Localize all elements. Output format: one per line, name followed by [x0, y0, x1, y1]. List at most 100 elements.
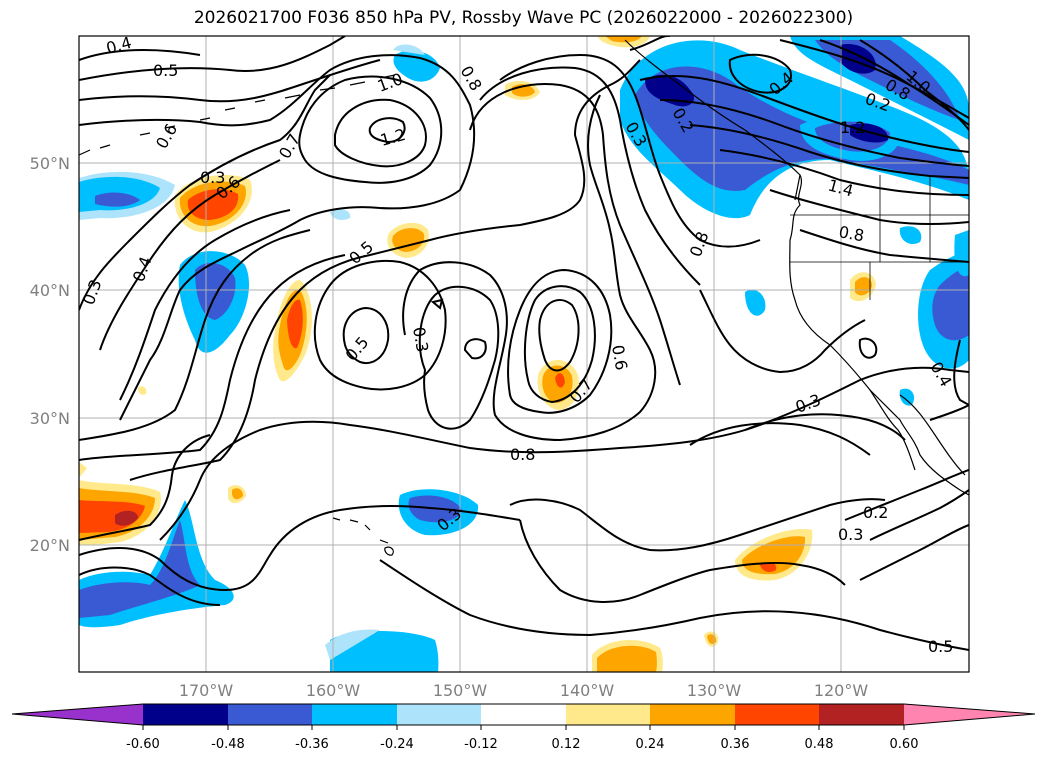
positive-anomaly-region [138, 386, 147, 395]
contour-line [689, 422, 871, 456]
contour-line [79, 434, 211, 541]
negative-anomaly-region [325, 629, 380, 660]
colorbar-tick-label: 0.36 [721, 737, 750, 752]
contour-line [953, 339, 969, 406]
contour-line [418, 285, 500, 430]
negative-anomaly-region [79, 520, 200, 618]
contour-line [313, 259, 447, 391]
kamchatka-tip [79, 144, 111, 156]
colorbar-segment [312, 704, 397, 725]
contour-label: 1.2 [840, 118, 865, 137]
contour-line [509, 498, 886, 552]
contour-line [844, 469, 969, 521]
canada-coast [789, 174, 803, 241]
negative-anomaly-region [790, 36, 969, 140]
contour-line [79, 54, 476, 421]
contour-label: 1.4 [826, 176, 856, 201]
negative-anomaly-region [393, 44, 425, 55]
contour-label: 0.3 [793, 390, 823, 417]
contour-label: 0.8 [837, 222, 865, 245]
positive-anomaly-region [187, 189, 239, 220]
latitude-labels: 50°N 40°N 30°N 20°N [30, 154, 70, 555]
contour-line [79, 59, 381, 103]
lat-label: 30°N [30, 409, 70, 428]
contour-line [430, 298, 444, 310]
lat-label: 50°N [30, 154, 70, 173]
contour-line [859, 524, 969, 581]
contour-line [129, 59, 641, 481]
negative-anomaly-region [645, 74, 695, 107]
contour-label: 0.5 [153, 61, 178, 80]
lon-label: 170°W [179, 681, 234, 700]
contour-line [79, 74, 331, 311]
contour-line [342, 306, 390, 364]
negative-anomaly-region [95, 192, 140, 207]
positive-anomaly-region [855, 277, 872, 296]
colorbar-segment [228, 704, 312, 725]
colorbar-segment [650, 704, 735, 725]
contour-label: 0.5 [345, 237, 377, 268]
us-states [790, 175, 969, 300]
map-title: 2026021700 F036 850 hPa PV, Rossby Wave … [193, 8, 854, 28]
map-frame [78, 35, 970, 673]
contour-line [79, 49, 201, 61]
lon-label: 120°W [814, 681, 869, 700]
positive-anomaly-region [597, 645, 657, 672]
negative-anomaly-region [393, 50, 440, 82]
contour-line [728, 53, 792, 94]
negative-anomaly-region [745, 289, 766, 316]
colorbar-segment [143, 704, 228, 725]
positive-anomaly-region [287, 299, 303, 349]
positive-anomaly-region [79, 462, 87, 478]
pv-contours [79, 36, 969, 651]
contour-line [719, 149, 969, 196]
contour-label: 0.6 [152, 120, 181, 152]
colorbar-tick-label: 0.24 [636, 737, 665, 752]
contour-label: 1.2 [378, 125, 408, 150]
negative-anomaly-region [195, 263, 236, 320]
contour-line [769, 189, 969, 226]
contour-line [298, 75, 443, 184]
contour-line [799, 229, 969, 263]
contour-label: 0.5 [928, 637, 953, 656]
colorbar-segment [566, 704, 650, 725]
contour-label: 0.2 [863, 503, 888, 522]
contour-line [779, 39, 969, 119]
positive-anomaly-region [742, 536, 806, 575]
contour-label: 0.8 [686, 229, 713, 259]
negative-anomaly-region [899, 226, 922, 245]
contour-label: 0.3 [79, 277, 106, 307]
negative-anomaly-region [330, 209, 351, 220]
colorbar: -0.60 -0.48 -0.36 -0.24 -0.12 0.12 0.24 … [11, 703, 1036, 752]
contour-line [159, 366, 969, 541]
baja-california [869, 389, 916, 471]
contour-line [368, 117, 406, 144]
contour-label: 0.4 [104, 33, 134, 58]
aleutian-islands [139, 74, 396, 136]
colorbar-segment [735, 704, 819, 725]
negative-anomaly-region [899, 388, 915, 406]
contour-label: 0.3 [838, 525, 863, 544]
positive-anomaly-region [605, 36, 642, 43]
contour-line [119, 209, 291, 401]
lon-label: 160°W [306, 681, 361, 700]
colorbar-segment [819, 704, 904, 725]
colorbar-segment [397, 704, 481, 725]
contour-line [538, 299, 580, 372]
contour-line [334, 98, 427, 168]
contour-line [79, 566, 221, 606]
contour-line [463, 338, 487, 360]
positive-anomaly-region [232, 488, 243, 500]
colorbar-tick-label: -0.36 [295, 737, 329, 752]
lat-label: 20°N [30, 536, 70, 555]
positive-anomaly-region [79, 500, 145, 533]
contour-line [699, 289, 866, 374]
contour-line [858, 337, 878, 359]
contour-line [379, 559, 969, 651]
lon-label: 150°W [433, 681, 488, 700]
negative-anomaly-region [954, 230, 969, 277]
contour-line [79, 254, 346, 461]
lon-label: 140°W [560, 681, 615, 700]
contour-line [402, 94, 657, 442]
colorbar-segment [481, 704, 566, 725]
